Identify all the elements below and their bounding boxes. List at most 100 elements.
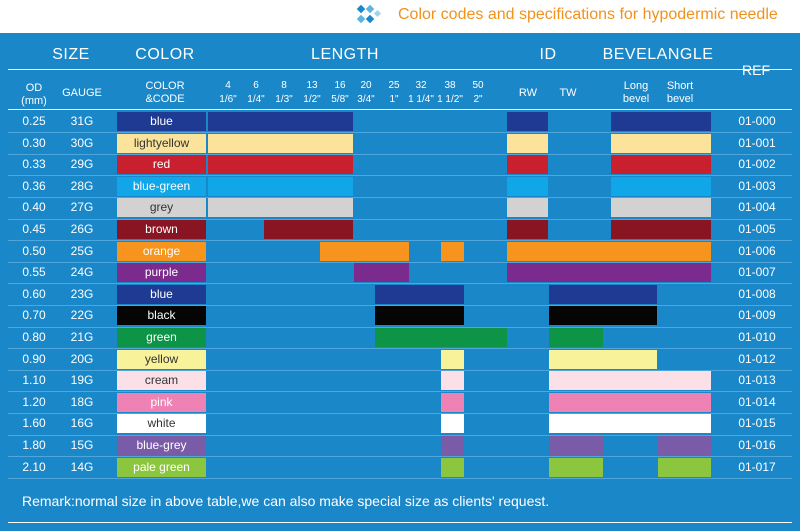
header-separator [8,69,792,70]
header-ref: REF [742,62,770,78]
spec-bar [611,198,711,218]
length-inch-label: 1 1/4" [408,94,434,105]
spec-bar [658,457,711,477]
spec-bar [264,220,353,239]
spec-bar [549,392,711,412]
gauge-value: 28G [70,178,94,193]
length-inch-label: 1/3" [275,94,293,105]
spec-bar [441,371,464,391]
gauge-value: 25G [70,243,94,258]
spec-bar [375,328,507,347]
row-divider [8,218,792,220]
spec-bar [441,414,464,434]
ref-code: 01-008 [738,286,776,301]
ref-code: 01-006 [738,243,776,258]
color-swatch: red [117,155,206,175]
od-value: 0.90 [22,351,46,366]
spec-bar [507,241,711,261]
header-bevelangle: BEVELANGLE [602,46,714,63]
gauge-value: 29G [70,157,94,172]
ref-code: 01-015 [738,416,776,431]
color-swatch: blue [117,112,206,131]
color-code-line1: COLOR [145,80,185,92]
gauge-value: 15G [70,438,94,452]
header-id: ID [539,46,557,63]
gauge-value: 16G [70,416,94,431]
ref-code: 01-017 [738,459,776,474]
color-swatch: lightyellow [117,133,206,153]
title-bar: Color codes and specifications for hypod… [0,0,800,33]
spec-bar [354,263,409,283]
row-divider [8,132,792,134]
ref-code: 01-004 [738,200,776,215]
color-swatch: blue-grey [117,436,206,455]
gauge-value: 24G [70,265,94,280]
gauge-value: 23G [70,286,94,301]
color-swatch: grey [117,198,206,218]
row-divider [8,283,792,285]
gauge-value: 14G [70,459,94,474]
length-mm-label: 16 [334,80,346,91]
spec-bar [611,133,711,153]
ref-code: 01-007 [738,265,776,280]
length-mm-label: 25 [388,80,400,91]
color-swatch: blue [117,284,206,304]
length-mm-label: 4 [225,80,231,91]
od-value: 0.60 [22,286,46,301]
spec-bar [549,284,657,304]
row-divider [8,261,792,263]
spec-bar [549,457,603,477]
spec-bar [441,457,464,477]
spec-bar [507,220,548,239]
length-inch-label: 3/4" [357,94,375,105]
length-inch-label: 1/6" [219,94,237,105]
color-swatch: green [117,328,206,347]
od-value: 0.45 [22,222,46,236]
row-divider [8,369,792,371]
row-divider [8,412,792,414]
bottom-separator [8,522,792,523]
length-mm-label: 20 [360,80,372,91]
od-value: 1.10 [22,373,46,388]
color-swatch: cream [117,371,206,391]
length-mm-label: 50 [472,80,484,91]
short-bevel-line2: bevel [666,93,694,105]
color-swatch: yellow [117,349,206,369]
spec-bar [549,414,711,434]
length-mm-label: 38 [444,80,456,91]
spec-bar [507,198,548,218]
spec-bar [208,198,353,218]
gauge-value: 27G [70,200,94,215]
od-value: 0.70 [22,308,46,323]
spec-bar [549,349,657,369]
od-value: 0.80 [22,330,46,344]
ref-code: 01-009 [738,308,776,323]
od-value: 0.55 [22,265,46,280]
row-divider [8,326,792,328]
length-mm-label: 6 [253,80,259,91]
short-bevel-line1: Short [666,80,694,92]
gauge-value: 21G [70,330,94,344]
od-unit: (mm) [21,95,47,107]
color-swatch: white [117,414,206,434]
row-divider [8,456,792,458]
header-size: SIZE [52,46,90,63]
long-bevel-line1: Long [623,80,649,92]
remark-text: Remark:normal size in above table,we can… [22,493,550,509]
gauge-value: 22G [70,308,94,323]
od-value: 0.40 [22,200,46,215]
subheader-tw: TW [559,87,577,99]
row-divider [8,477,792,479]
ref-code: 01-013 [738,373,776,388]
od-value: 0.36 [22,178,46,193]
length-inch-label: 1" [389,94,399,105]
gauge-value: 31G [70,114,94,128]
length-mm-label: 13 [306,80,318,91]
ref-code: 01-001 [738,135,776,150]
subheader-long-bevel: Long bevel [614,80,658,106]
ref-code: 01-002 [738,157,776,172]
od-label: OD [25,82,43,94]
color-swatch: pink [117,392,206,412]
length-mm-label: 32 [415,80,427,91]
row-divider [8,153,792,155]
